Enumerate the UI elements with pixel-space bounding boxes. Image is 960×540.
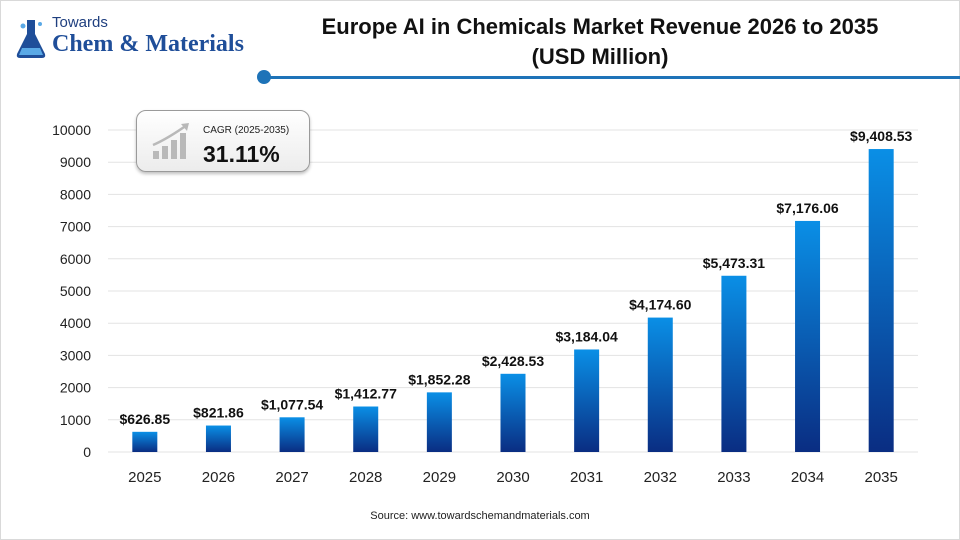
flask-icon [16,20,46,58]
title-underline [262,76,960,79]
data-labels: $626.85 $821.86 $1,077.54 $1,412.77 $1,852.2… [120,128,913,427]
chart-title: Europe AI in Chemicals Market Revenue 20… [290,12,910,72]
y-tick-label: 2000 [60,380,91,396]
y-tick-label: 8000 [60,186,91,202]
logo-top-text: Towards [52,14,108,31]
bar-value-label: $7,176.06 [776,200,838,216]
bar [205,425,231,452]
x-tick-label: 2029 [423,469,456,486]
y-tick-label: 0 [83,444,91,460]
bars [132,149,894,452]
bar [868,149,894,452]
cagr-label: CAGR (2025-2035) [203,125,290,136]
bar-value-label: $5,473.31 [703,255,765,271]
bar-value-label: $3,184.04 [555,328,617,344]
x-tick-label: 2035 [864,469,897,486]
y-tick-label: 7000 [60,219,91,235]
x-tick-label: 2028 [349,469,382,486]
growth-chart-icon [152,123,189,159]
x-tick-label: 2032 [644,469,677,486]
bar [132,431,158,452]
bar [279,417,305,452]
bar-value-label: $4,174.60 [629,297,691,313]
x-tick-label: 2027 [275,469,308,486]
bar-value-label: $1,412.77 [335,386,397,402]
y-tick-label: 3000 [60,347,91,363]
bar [574,349,600,452]
x-axis-tick-labels: 2025 2026 2027 2028 2029 2030 2031 2032 2033 2034… [128,469,898,486]
x-tick-label: 2026 [202,469,235,486]
bar-value-label: $1,852.28 [408,371,470,387]
logo-main-text: Chem & Materials [52,31,244,57]
chart-title-line2: (USD Million) [531,44,669,69]
bar-value-label: $626.85 [120,411,171,427]
bar-value-label: $1,077.54 [261,396,323,412]
y-tick-label: 10000 [52,122,91,138]
y-axis-tick-labels: 0 1000 2000 3000 4000 5000 6000 7000 8000 9000 100… [52,122,91,460]
x-tick-label: 2031 [570,469,603,486]
title-underline-dot [257,70,271,84]
bar [353,406,379,452]
x-tick-label: 2025 [128,469,161,486]
y-tick-label: 1000 [60,412,91,428]
bar [721,275,747,452]
x-tick-label: 2034 [791,469,824,486]
bar [647,317,673,452]
y-tick-label: 5000 [60,283,91,299]
bar-value-label: $2,428.53 [482,353,544,369]
x-tick-label: 2030 [496,469,529,486]
bar [500,373,526,452]
cagr-value: 31.11% [203,141,280,167]
source-note: Source: www.towardschemandmaterials.com [370,510,590,522]
y-tick-label: 9000 [60,154,91,170]
bar [426,392,452,452]
bar-value-label: $9,408.53 [850,128,912,144]
x-tick-label: 2033 [717,469,750,486]
bar-value-label: $821.86 [193,405,244,421]
cagr-callout: CAGR (2025-2035) 31.11% [136,110,310,172]
y-tick-label: 6000 [60,251,91,267]
y-tick-label: 4000 [60,315,91,331]
chart-title-line1: Europe AI in Chemicals Market Revenue 20… [321,14,879,39]
brand-logo: Towards Chem & Materials [14,14,254,66]
bar [795,220,821,452]
